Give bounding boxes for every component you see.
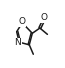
- Text: N: N: [14, 38, 21, 47]
- Text: O: O: [41, 13, 48, 22]
- Text: O: O: [18, 17, 25, 26]
